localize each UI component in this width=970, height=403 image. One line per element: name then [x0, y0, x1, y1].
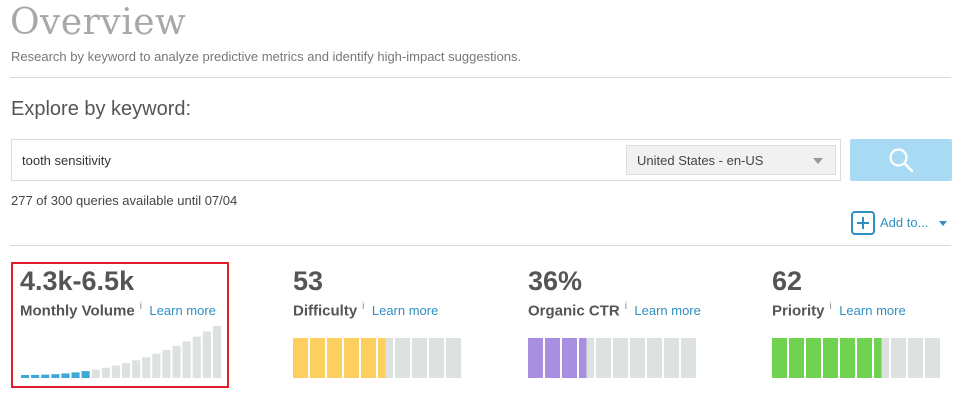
metric-label: Difficulty [293, 302, 358, 320]
bar-segment [378, 338, 393, 378]
query-quota: 277 of 300 queries available until 07/04 [11, 193, 238, 208]
bar-segment [681, 338, 696, 378]
explore-heading: Explore by keyword: [11, 98, 192, 120]
divider [10, 77, 951, 78]
locale-select-value: United States - en-US [637, 153, 764, 168]
add-to-label: Add to... [880, 215, 929, 230]
info-icon[interactable]: i [624, 301, 627, 312]
volume-bar [81, 371, 90, 378]
volume-bar [122, 363, 131, 378]
metric-organic-ctr: 36% Organic CTR i Learn more [528, 266, 701, 319]
bar-segment [327, 338, 342, 378]
metric-value: 4.3k-6.5k [20, 266, 135, 296]
bar-segment [857, 338, 872, 378]
search-icon [889, 148, 914, 173]
metric-priority: 62 Priority i Learn more [772, 266, 906, 319]
organic-ctr-bar [528, 338, 698, 378]
bar-segment [613, 338, 628, 378]
bar-segment [874, 338, 889, 378]
metric-value: 62 [772, 266, 803, 296]
bar-segment [310, 338, 325, 378]
info-icon[interactable]: i [362, 301, 365, 312]
bar-segment [528, 338, 543, 378]
volume-bar [111, 365, 120, 378]
bar-segment [772, 338, 787, 378]
info-icon[interactable]: i [139, 301, 142, 312]
bar-segment [395, 338, 410, 378]
bar-segment [647, 338, 662, 378]
metric-monthly-volume: 4.3k-6.5k Monthly Volume i Learn more [20, 266, 216, 319]
volume-bar [31, 374, 40, 378]
volume-bar [101, 367, 110, 378]
metric-difficulty: 53 Difficulty i Learn more [293, 266, 438, 319]
bar-segment [361, 338, 376, 378]
bar-segment [891, 338, 906, 378]
caret-down-icon [939, 221, 947, 226]
bar-segment [344, 338, 359, 378]
bar-segment [412, 338, 427, 378]
learn-more-link[interactable]: Learn more [149, 303, 216, 319]
volume-bar [61, 373, 70, 378]
volume-bar [41, 374, 50, 378]
volume-bar [142, 357, 151, 378]
difficulty-bar [293, 338, 463, 378]
volume-bar [51, 374, 60, 378]
keyword-search-input[interactable] [12, 140, 612, 180]
volume-bar [182, 341, 191, 378]
bar-segment [596, 338, 611, 378]
bar-segment [908, 338, 923, 378]
metric-label: Organic CTR [528, 302, 620, 320]
keyword-search-box: United States - en-US [11, 139, 841, 181]
highlight-box [11, 262, 229, 388]
page-subtitle: Research by keyword to analyze predictiv… [11, 49, 522, 64]
volume-bar [202, 331, 211, 378]
bar-segment [806, 338, 821, 378]
volume-bar [21, 375, 30, 378]
volume-bar [192, 336, 201, 378]
info-icon[interactable]: i [829, 301, 832, 312]
bar-segment [545, 338, 560, 378]
locale-select[interactable]: United States - en-US [626, 145, 836, 175]
bar-segment [562, 338, 577, 378]
volume-bar [71, 372, 80, 378]
volume-bar [212, 326, 221, 378]
volume-bar [162, 349, 171, 378]
volume-bar [91, 369, 100, 378]
bar-segment [925, 338, 940, 378]
bar-segment [789, 338, 804, 378]
metric-label: Monthly Volume [20, 302, 135, 320]
bar-segment [840, 338, 855, 378]
volume-bar [132, 360, 141, 378]
bar-segment [293, 338, 308, 378]
volume-bar [172, 345, 181, 378]
bar-segment [429, 338, 444, 378]
priority-bar [772, 338, 942, 378]
metric-value: 36% [528, 266, 583, 296]
bar-segment [446, 338, 461, 378]
divider [10, 245, 951, 246]
plus-icon [851, 211, 875, 235]
page-title: Overview [10, 2, 187, 43]
bar-segment [579, 338, 594, 378]
search-button[interactable] [850, 139, 952, 181]
volume-bar-chart [21, 326, 221, 378]
bar-segment [664, 338, 679, 378]
bar-segment [823, 338, 838, 378]
metric-value: 53 [293, 266, 324, 296]
learn-more-link[interactable]: Learn more [839, 303, 906, 319]
metric-label: Priority [772, 302, 825, 320]
bar-segment [630, 338, 645, 378]
volume-bar [152, 353, 161, 378]
learn-more-link[interactable]: Learn more [371, 303, 439, 319]
learn-more-link[interactable]: Learn more [634, 303, 701, 319]
chevron-down-icon [813, 158, 823, 164]
